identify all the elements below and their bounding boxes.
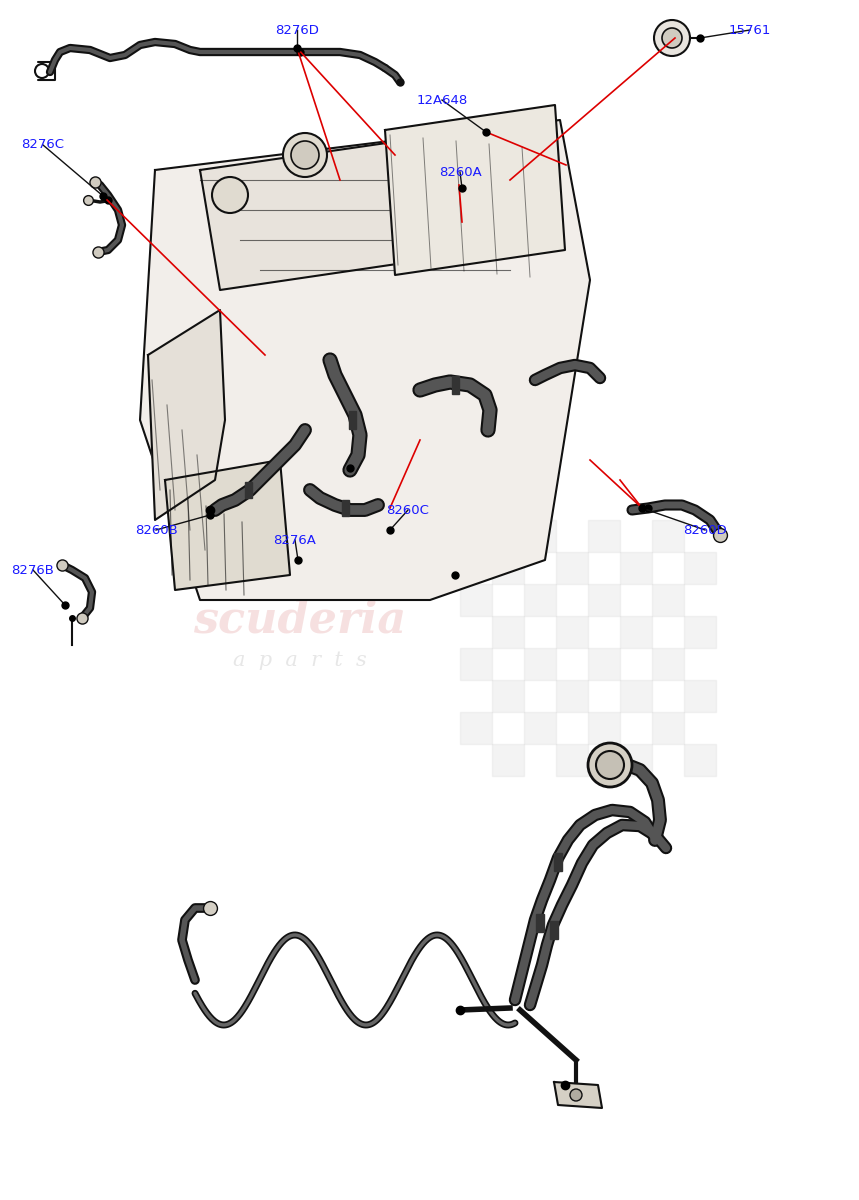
Bar (524, 712, 556, 744)
Bar (588, 648, 620, 680)
Bar (492, 744, 524, 776)
Bar (460, 584, 492, 616)
Bar (460, 520, 492, 552)
Bar (556, 680, 588, 712)
Bar (684, 680, 716, 712)
Bar (620, 744, 652, 776)
Circle shape (291, 140, 319, 169)
Bar (588, 712, 620, 744)
Bar (620, 616, 652, 648)
Bar (452, 376, 459, 394)
Text: 8276B: 8276B (11, 564, 54, 576)
Text: 8276D: 8276D (275, 24, 319, 36)
Text: 8276C: 8276C (21, 138, 64, 151)
Bar (460, 712, 492, 744)
Bar (524, 584, 556, 616)
Circle shape (212, 176, 248, 214)
Bar (524, 520, 556, 552)
Bar (556, 744, 588, 776)
Bar (684, 744, 716, 776)
Bar (652, 712, 684, 744)
Bar (556, 616, 588, 648)
Polygon shape (140, 120, 590, 600)
Bar (349, 410, 356, 428)
Bar (492, 552, 524, 584)
Bar (492, 616, 524, 648)
Text: scuderia: scuderia (193, 599, 406, 642)
Polygon shape (148, 310, 225, 520)
Bar (556, 552, 588, 584)
Text: a  p  a  r  t  s: a p a r t s (233, 650, 367, 670)
Circle shape (654, 20, 690, 56)
Bar (524, 648, 556, 680)
Text: 8260C: 8260C (387, 504, 430, 516)
Bar (620, 552, 652, 584)
Bar (684, 552, 716, 584)
Bar (652, 648, 684, 680)
Text: 12A648: 12A648 (417, 94, 467, 107)
Text: 8276A: 8276A (273, 534, 316, 546)
Polygon shape (554, 1082, 602, 1108)
Bar (342, 500, 349, 516)
Bar (554, 853, 562, 871)
Circle shape (596, 751, 624, 779)
Bar (588, 584, 620, 616)
Circle shape (588, 743, 632, 787)
Bar (550, 922, 558, 938)
Text: 8260A: 8260A (439, 166, 481, 179)
Text: 8260B: 8260B (135, 523, 177, 536)
Bar (460, 648, 492, 680)
Circle shape (283, 133, 327, 176)
Polygon shape (385, 104, 565, 275)
Bar (652, 520, 684, 552)
Circle shape (662, 28, 682, 48)
Bar (620, 680, 652, 712)
Bar (245, 482, 252, 498)
Text: 8260D: 8260D (683, 523, 727, 536)
Bar (588, 520, 620, 552)
Bar (492, 680, 524, 712)
Text: 15761: 15761 (728, 24, 771, 36)
Polygon shape (165, 460, 290, 590)
Polygon shape (200, 120, 560, 290)
Bar (652, 584, 684, 616)
Circle shape (570, 1090, 582, 1102)
Bar (536, 914, 544, 932)
Bar (684, 616, 716, 648)
